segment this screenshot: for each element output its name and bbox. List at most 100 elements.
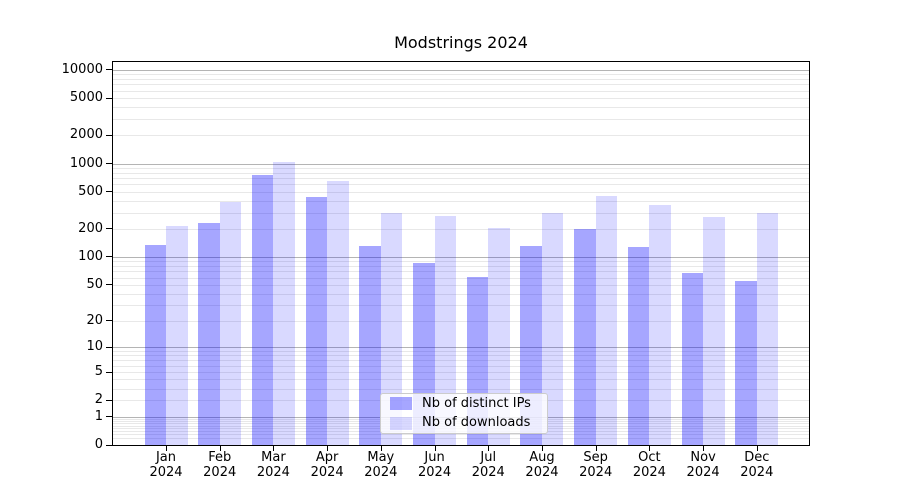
x-tick-label: Feb 2024 — [203, 450, 237, 480]
x-tick-mark — [434, 446, 436, 451]
minor-gridline — [113, 212, 809, 214]
bar-distinct-ips — [735, 281, 757, 445]
bar-downloads — [380, 212, 403, 445]
y-tick-mark — [106, 97, 112, 99]
x-tick-mark — [756, 446, 758, 451]
y-tick-label: 2 — [94, 392, 103, 408]
y-tick-label: 2000 — [69, 127, 103, 143]
y-tick-mark — [106, 228, 112, 230]
legend-label-downloads: Nb of downloads — [422, 415, 531, 431]
y-tick-label: 20 — [86, 312, 103, 328]
y-tick-mark — [106, 444, 112, 446]
plot-area — [112, 61, 810, 446]
y-tick-mark — [106, 284, 112, 286]
y-tick-label: 100 — [78, 248, 103, 264]
x-tick-label: Dec 2024 — [740, 450, 774, 480]
bar-distinct-ips — [305, 196, 328, 445]
bar-downloads — [166, 226, 188, 445]
y-tick-label: 50 — [86, 276, 103, 292]
legend-swatch-distinct-ips — [390, 397, 412, 411]
minor-gridline — [113, 107, 809, 109]
minor-gridline — [113, 184, 809, 186]
bar-distinct-ips — [359, 246, 381, 445]
legend-entry-downloads: Nb of downloads — [381, 414, 547, 434]
bar-downloads — [434, 216, 457, 445]
y-tick-mark — [106, 134, 112, 136]
x-tick-mark — [327, 446, 329, 451]
minor-gridline — [113, 437, 809, 439]
x-tick-mark — [703, 446, 705, 451]
minor-gridline — [113, 379, 809, 381]
bar-distinct-ips — [198, 223, 220, 445]
x-tick-mark — [273, 446, 275, 451]
bar-distinct-ips — [144, 244, 166, 445]
minor-gridline — [113, 78, 809, 80]
x-tick-label: May 2024 — [364, 450, 398, 480]
minor-gridline — [113, 388, 809, 390]
minor-gridline — [113, 271, 809, 273]
y-tick-mark — [106, 163, 112, 165]
y-tick-label: 5 — [94, 364, 103, 379]
legend: Nb of distinct IPs Nb of downloads — [380, 393, 548, 434]
minor-gridline — [113, 284, 809, 286]
bar-distinct-ips — [574, 228, 596, 445]
y-tick-label: 5000 — [69, 90, 103, 106]
bar-downloads — [219, 201, 242, 445]
minor-gridline — [113, 365, 809, 367]
x-tick-mark — [166, 446, 167, 451]
bar-downloads — [273, 161, 295, 445]
x-tick-mark — [595, 446, 597, 451]
major-gridline — [113, 163, 809, 165]
y-tick-mark — [106, 256, 112, 258]
y-tick-label: 0 — [94, 437, 103, 452]
minor-gridline — [113, 261, 809, 263]
x-tick-label: Aug 2024 — [525, 450, 559, 480]
y-tick-label: 200 — [78, 220, 103, 236]
minor-gridline — [113, 372, 809, 373]
x-tick-mark — [380, 446, 382, 451]
y-tick-label: 10 — [86, 339, 103, 355]
bar-downloads — [541, 212, 564, 445]
minor-gridline — [113, 228, 809, 230]
x-tick-mark — [649, 446, 651, 451]
bar-distinct-ips — [627, 247, 650, 445]
y-tick-label: 10000 — [61, 61, 103, 77]
minor-gridline — [113, 355, 809, 357]
bar-distinct-ips — [251, 174, 274, 445]
x-tick-label: Jul 2024 — [471, 450, 505, 480]
bar-distinct-ips — [681, 273, 704, 445]
legend-swatch-downloads — [390, 416, 412, 430]
bar-downloads — [488, 227, 510, 445]
x-tick-mark — [488, 446, 490, 451]
minor-gridline — [113, 360, 809, 362]
y-tick-mark — [106, 69, 112, 71]
bar-downloads — [595, 196, 618, 445]
y-tick-label: 1 — [94, 408, 103, 424]
y-tick-mark — [106, 416, 112, 418]
minor-gridline — [113, 434, 809, 436]
minor-gridline — [113, 351, 809, 353]
y-tick-label: 500 — [78, 183, 103, 199]
minor-gridline — [113, 90, 809, 92]
y-tick-mark — [106, 320, 112, 322]
minor-gridline — [113, 320, 809, 322]
minor-gridline — [113, 178, 809, 180]
minor-gridline — [113, 293, 809, 295]
y-tick-mark — [106, 191, 112, 193]
minor-gridline — [113, 167, 809, 169]
y-tick-label: 1000 — [69, 155, 103, 171]
major-gridline — [113, 347, 809, 349]
minor-gridline — [113, 191, 809, 193]
x-tick-mark — [541, 446, 543, 451]
minor-gridline — [113, 277, 809, 279]
bar-downloads — [703, 216, 725, 445]
minor-gridline — [113, 200, 809, 202]
x-tick-label: Apr 2024 — [310, 450, 344, 480]
y-tick-mark — [106, 371, 112, 373]
minor-gridline — [113, 84, 809, 86]
minor-gridline — [113, 98, 809, 100]
minor-gridline — [113, 118, 809, 120]
y-tick-mark — [106, 346, 112, 348]
y-tick-mark — [106, 399, 112, 401]
